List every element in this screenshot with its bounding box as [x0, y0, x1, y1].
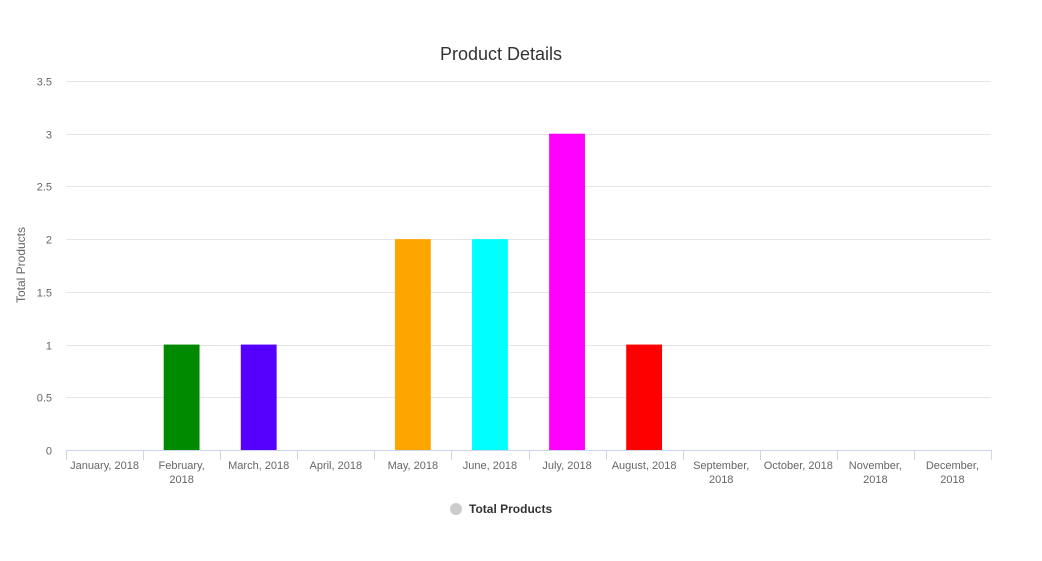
x-tick-label-line: March, 2018: [228, 460, 289, 472]
bar[interactable]: [472, 239, 508, 450]
x-tick-label-line: July, 2018: [542, 460, 591, 472]
x-tick-label: July, 2018: [542, 460, 591, 472]
bar[interactable]: [240, 344, 277, 450]
chart-title: Product Details: [440, 44, 562, 64]
legend[interactable]: Total Products: [450, 502, 552, 516]
x-tick-label-line: 2018: [863, 474, 887, 486]
x-tick-label: October, 2018: [764, 460, 833, 472]
y-tick-label: 3.5: [37, 77, 52, 89]
bar[interactable]: [163, 344, 200, 450]
y-axis-label: Total Products: [14, 227, 28, 303]
x-tick-label: February, 2018: [158, 460, 204, 486]
y-tick-label: 0: [46, 446, 52, 458]
bar[interactable]: [549, 133, 585, 450]
x-axis: [66, 450, 992, 460]
x-tick-label-line: 2018: [169, 474, 193, 486]
legend-marker-icon: [450, 503, 462, 515]
x-tick-label-line: December,: [926, 460, 979, 472]
x-tick-label-line: September,: [693, 460, 749, 472]
x-tick-label-line: April, 2018: [309, 460, 362, 472]
y-tick-label: 2: [46, 235, 52, 247]
x-tick-label: August, 2018: [612, 460, 677, 472]
x-tick-label: December, 2018: [926, 460, 979, 486]
legend-label[interactable]: Total Products: [469, 502, 552, 516]
bar[interactable]: [626, 344, 663, 450]
x-tick-label-line: 2018: [940, 474, 964, 486]
x-tick-label: September, 2018: [693, 460, 749, 486]
x-tick-label-line: February,: [158, 460, 204, 472]
y-tick-label: 1: [46, 341, 52, 353]
x-tick-label-line: November,: [849, 460, 902, 472]
bar[interactable]: [394, 239, 431, 450]
x-tick-label-line: October, 2018: [764, 460, 833, 472]
bars: [163, 133, 663, 450]
x-tick-label: January, 2018: [70, 460, 139, 472]
x-tick-label-line: January, 2018: [70, 460, 139, 472]
x-tick-label: November, 2018: [849, 460, 902, 486]
x-tick-label-line: 2018: [709, 474, 733, 486]
x-tick-label: May, 2018: [388, 460, 439, 472]
x-tick-label-line: May, 2018: [388, 460, 439, 472]
grid-lines: [66, 81, 991, 398]
x-tick-label: April, 2018: [309, 460, 362, 472]
x-axis-ticks: January, 2018 February, 2018 March, 2018 Apr…: [70, 460, 979, 486]
x-tick-label: March, 2018: [228, 460, 289, 472]
x-tick-label-line: June, 2018: [463, 460, 517, 472]
y-tick-label: 3: [46, 130, 52, 142]
x-tick-label: June, 2018: [463, 460, 517, 472]
x-tick-label-line: August, 2018: [612, 460, 677, 472]
y-tick-label: 0.5: [37, 393, 52, 405]
y-axis-ticks: 0 0.5 1 1.5 2 2.5 3 3.5: [37, 77, 52, 458]
y-tick-label: 2.5: [37, 182, 52, 194]
y-tick-label: 1.5: [37, 288, 52, 300]
